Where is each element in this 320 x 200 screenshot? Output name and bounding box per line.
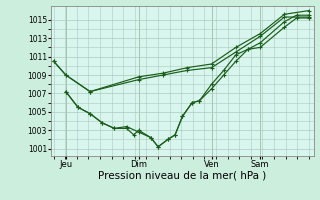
X-axis label: Pression niveau de la mer( hPa ): Pression niveau de la mer( hPa ) bbox=[98, 171, 267, 181]
